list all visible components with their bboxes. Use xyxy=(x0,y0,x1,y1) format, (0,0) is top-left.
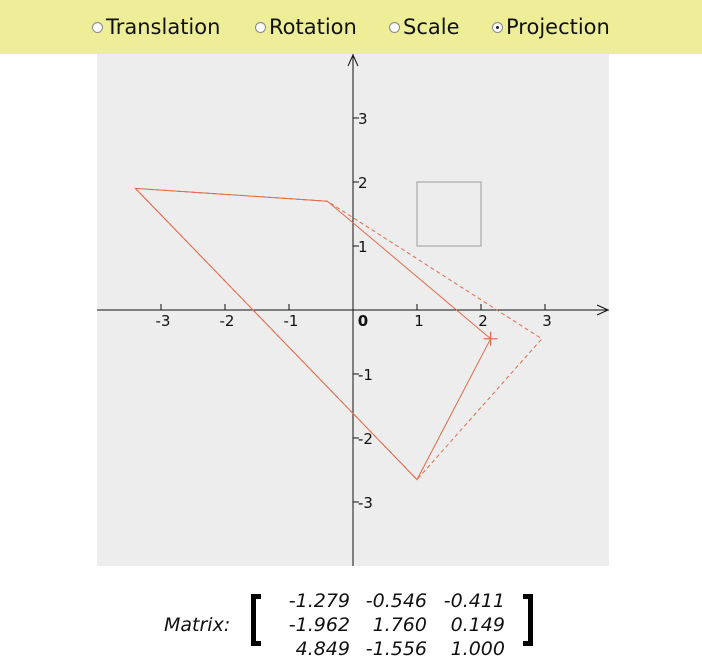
radio-scale-circle[interactable] xyxy=(389,21,400,33)
x-tick-label: -2 xyxy=(220,312,235,330)
x-tick-label: -1 xyxy=(284,312,299,330)
matrix-right-bracket xyxy=(523,594,533,646)
y-tick-label: 2 xyxy=(358,174,368,192)
matrix-cell-2-0: 4.849 xyxy=(295,638,350,660)
x-tick-label: 1 xyxy=(414,312,424,330)
matrix-cell-0-1: -0.546 xyxy=(365,590,427,612)
mode-selector-bar: Translation Rotation Scale Projection xyxy=(0,0,702,54)
matrix-cell-0-0: -1.279 xyxy=(288,590,350,612)
plot-svg[interactable]: -3 -2 -1 0 1 2 3 3 2 1 -1 -2 -3 xyxy=(97,54,609,566)
radio-scale[interactable]: Scale xyxy=(389,0,460,54)
x-tick-label: 3 xyxy=(542,312,552,330)
radio-projection[interactable]: Projection xyxy=(492,0,610,54)
x-tick-label: 2 xyxy=(478,312,488,330)
matrix-cell-2-1: -1.556 xyxy=(365,638,427,660)
drag-handle[interactable] xyxy=(483,331,498,346)
radio-scale-label: Scale xyxy=(403,14,460,39)
x-tick-label: 0 xyxy=(358,312,368,330)
x-tick-label: -3 xyxy=(156,312,171,330)
y-tick-label: -3 xyxy=(358,494,373,512)
y-tick-label: 1 xyxy=(358,238,368,256)
radio-rotation-label: Rotation xyxy=(269,14,357,39)
matrix-cell-1-1: 1.760 xyxy=(372,614,427,636)
matrix-display: Matrix: -1.279 -0.546 -0.411 -1.962 1.76… xyxy=(0,588,702,660)
radio-projection-circle[interactable] xyxy=(492,21,503,33)
matrix-label: Matrix: xyxy=(164,614,231,636)
reference-square xyxy=(416,181,482,247)
radio-rotation-circle[interactable] xyxy=(255,21,266,33)
y-axis-arrow xyxy=(347,54,359,67)
matrix-cell-1-0: -1.962 xyxy=(288,614,350,636)
radio-rotation[interactable]: Rotation xyxy=(255,0,357,54)
matrix-left-bracket xyxy=(251,594,261,646)
y-tick-label: 3 xyxy=(358,110,368,128)
y-tick-label: -2 xyxy=(358,430,373,448)
matrix-cell-0-2: -0.411 xyxy=(443,590,505,612)
radio-translation-circle[interactable] xyxy=(92,21,103,33)
y-tick-label: -1 xyxy=(358,366,373,384)
transform-canvas[interactable]: -3 -2 -1 0 1 2 3 3 2 1 -1 -2 -3 xyxy=(97,54,609,566)
x-axis-arrow xyxy=(596,304,609,316)
radio-projection-label: Projection xyxy=(506,14,610,39)
solid-transformed-quad xyxy=(134,187,492,481)
radio-translation-label: Translation xyxy=(106,14,221,39)
matrix-cell-2-2: 1.000 xyxy=(450,638,505,660)
matrix-cell-1-2: 0.149 xyxy=(450,614,505,636)
radio-translation[interactable]: Translation xyxy=(92,0,220,54)
